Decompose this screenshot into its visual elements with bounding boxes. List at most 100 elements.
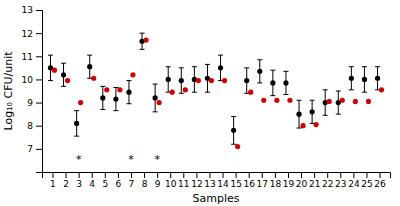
tick-label: 23 <box>335 179 346 189</box>
error-bar <box>362 67 367 92</box>
point <box>196 78 201 83</box>
point <box>52 68 57 73</box>
error-bar <box>297 100 302 128</box>
point <box>261 98 266 103</box>
x-axis: 1234567891011121314151617181920212223242… <box>43 172 391 189</box>
tick-label: 11 <box>22 52 33 62</box>
tick-mark <box>92 172 93 178</box>
tick-label: 10 <box>165 179 177 189</box>
tick-label: 7 <box>27 144 33 154</box>
tick: 22 <box>322 172 333 189</box>
tick-label: 19 <box>283 179 295 189</box>
tick: 11 <box>22 52 42 62</box>
error-bar <box>74 111 79 136</box>
tick-mark <box>288 172 289 178</box>
tick: 18 <box>270 172 282 189</box>
tick-mark <box>36 149 42 150</box>
point <box>170 90 175 95</box>
error-bar <box>257 60 262 83</box>
tick-mark <box>380 172 381 178</box>
error-bar <box>349 67 354 90</box>
error-bar <box>48 55 53 80</box>
point <box>130 72 135 77</box>
point <box>78 100 83 105</box>
tick: 8 <box>27 121 42 131</box>
tick-label: 7 <box>129 179 135 189</box>
series <box>52 37 384 149</box>
point <box>283 80 288 85</box>
tick: 7 <box>129 172 135 189</box>
annotation: * <box>76 153 82 166</box>
tick: 23 <box>335 172 346 189</box>
tick: 9 <box>27 98 42 108</box>
tick-label: 4 <box>89 179 95 189</box>
point <box>257 69 262 74</box>
point <box>126 90 131 95</box>
tick-mark <box>144 172 145 178</box>
tick-mark <box>36 103 42 104</box>
point <box>222 78 227 83</box>
tick-mark <box>66 172 67 178</box>
tick-label: 26 <box>374 179 386 189</box>
tick-label: 24 <box>348 179 360 189</box>
tick: 26 <box>374 172 386 189</box>
tick: 3 <box>76 172 82 189</box>
point <box>113 97 118 102</box>
tick-label: 20 <box>296 179 308 189</box>
point <box>244 78 249 83</box>
point <box>310 109 315 114</box>
tick: 10 <box>165 172 177 189</box>
tick: 4 <box>89 172 95 189</box>
error-bar <box>218 55 223 80</box>
tick-label: 17 <box>257 179 268 189</box>
error-bar <box>166 67 171 92</box>
tick-mark <box>183 172 184 178</box>
tick-mark <box>36 79 42 80</box>
annotation: * <box>154 153 160 166</box>
chart: 1234567891011121314151617181920212223242… <box>0 0 400 206</box>
series <box>48 33 380 144</box>
axis-line <box>43 173 391 179</box>
tick: 9 <box>155 172 161 189</box>
tick-mark <box>353 172 354 178</box>
point <box>166 77 171 82</box>
point <box>65 78 70 83</box>
point <box>327 99 332 104</box>
tick: 11 <box>178 172 189 189</box>
tick-label: 13 <box>204 179 215 189</box>
tick: 17 <box>257 172 268 189</box>
point <box>218 65 223 70</box>
tick: 1 <box>50 172 56 189</box>
tick-label: 8 <box>27 121 33 131</box>
error-bar <box>244 68 249 93</box>
point <box>274 98 279 103</box>
point <box>300 123 305 128</box>
error-bar <box>205 64 210 92</box>
point <box>349 76 354 81</box>
tick: 6 <box>116 172 122 189</box>
tick: 21 <box>309 172 320 189</box>
point <box>340 98 345 103</box>
point <box>104 87 109 92</box>
tick-label: 9 <box>27 98 33 108</box>
y-axis: 78910111213 <box>22 5 43 172</box>
tick-mark <box>52 172 53 178</box>
tick-mark <box>131 172 132 178</box>
error-bar <box>375 67 380 90</box>
point <box>183 87 188 92</box>
tick-label: 9 <box>155 179 161 189</box>
tick-label: 12 <box>191 179 202 189</box>
tick-label: 21 <box>309 179 320 189</box>
point <box>296 112 301 117</box>
point <box>379 87 384 92</box>
tick-label: 2 <box>63 179 69 189</box>
tick: 8 <box>142 172 148 189</box>
point <box>74 121 79 126</box>
tick-mark <box>79 172 80 178</box>
tick-label: 5 <box>102 179 108 189</box>
tick-label: 25 <box>361 179 372 189</box>
tick-label: 14 <box>217 179 229 189</box>
tick-mark <box>196 172 197 178</box>
tick-label: 3 <box>76 179 82 189</box>
tick-mark <box>275 172 276 178</box>
